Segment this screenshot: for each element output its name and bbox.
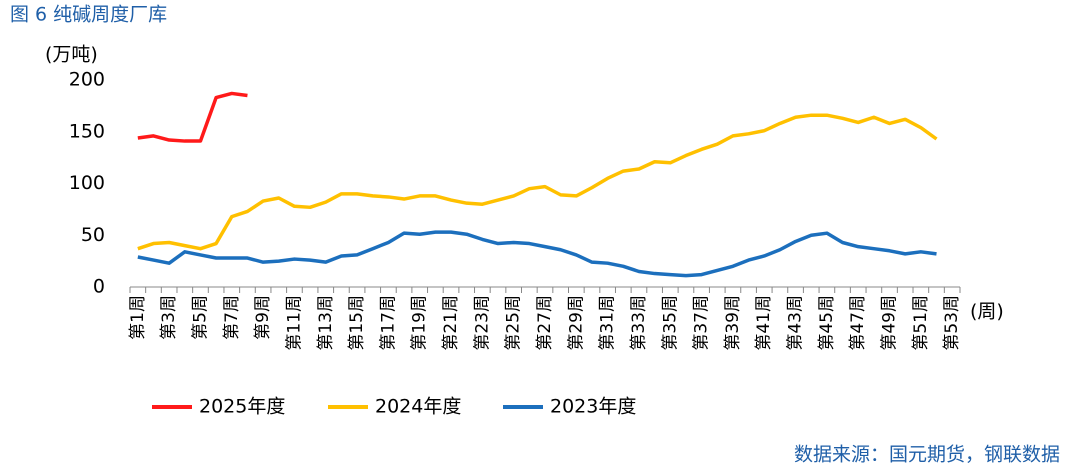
x-tick-label: 第43周: [786, 295, 806, 351]
y-tick-label: 0: [93, 276, 105, 298]
chart-title: 图 6 纯碱周度厂库: [10, 4, 167, 26]
x-tick-label: 第5周: [190, 295, 210, 340]
y-tick-label: 50: [81, 224, 105, 246]
x-tick-label: 第33周: [629, 295, 649, 351]
x-tick-label: 第47周: [848, 295, 868, 351]
x-tick-label: 第13周: [316, 295, 336, 351]
x-tick-label: 第23周: [472, 295, 492, 351]
x-tick-label: 第7周: [222, 295, 242, 340]
source-note: 数据来源：国元期货，钢联数据: [794, 444, 1060, 466]
y-axis-label: (万吨): [45, 44, 98, 66]
x-tick-label: 第51周: [911, 295, 931, 351]
x-tick-label: 第53周: [942, 295, 962, 351]
x-tick-label: 第21周: [441, 295, 461, 351]
y-tick-label: 150: [69, 120, 105, 142]
x-tick-label: 第31周: [598, 295, 618, 351]
x-tick-label: 第15周: [347, 295, 367, 351]
series-line: [137, 113, 938, 251]
x-tick-label: 第11周: [284, 295, 304, 351]
x-tick-label: 第1周: [128, 295, 148, 340]
x-tick-label: 第17周: [378, 295, 398, 351]
x-axis-label: (周): [970, 301, 1004, 323]
x-tick-label: 第45周: [817, 295, 837, 351]
x-tick-label: 第9周: [253, 295, 273, 340]
x-tick-label: 第29周: [566, 295, 586, 351]
x-tick-label: 第49周: [880, 295, 900, 351]
y-tick-label: 100: [69, 172, 105, 194]
x-tick-label: 第19周: [410, 295, 430, 351]
legend-label: 2024年度: [375, 396, 461, 418]
x-tick-label: 第41周: [754, 295, 774, 351]
x-tick-label: 第37周: [692, 295, 712, 351]
x-tick-label: 第35周: [660, 295, 680, 351]
y-tick-label: 200: [69, 69, 105, 91]
x-tick-label: 第3周: [159, 295, 179, 340]
legend-label: 2023年度: [550, 396, 636, 418]
legend-label: 2025年度: [199, 396, 285, 418]
series-line: [137, 91, 248, 143]
x-tick-label: 第39周: [723, 295, 743, 351]
x-tick-label: 第25周: [504, 295, 524, 351]
x-tick-label: 第27周: [535, 295, 555, 351]
series-line: [137, 230, 937, 278]
